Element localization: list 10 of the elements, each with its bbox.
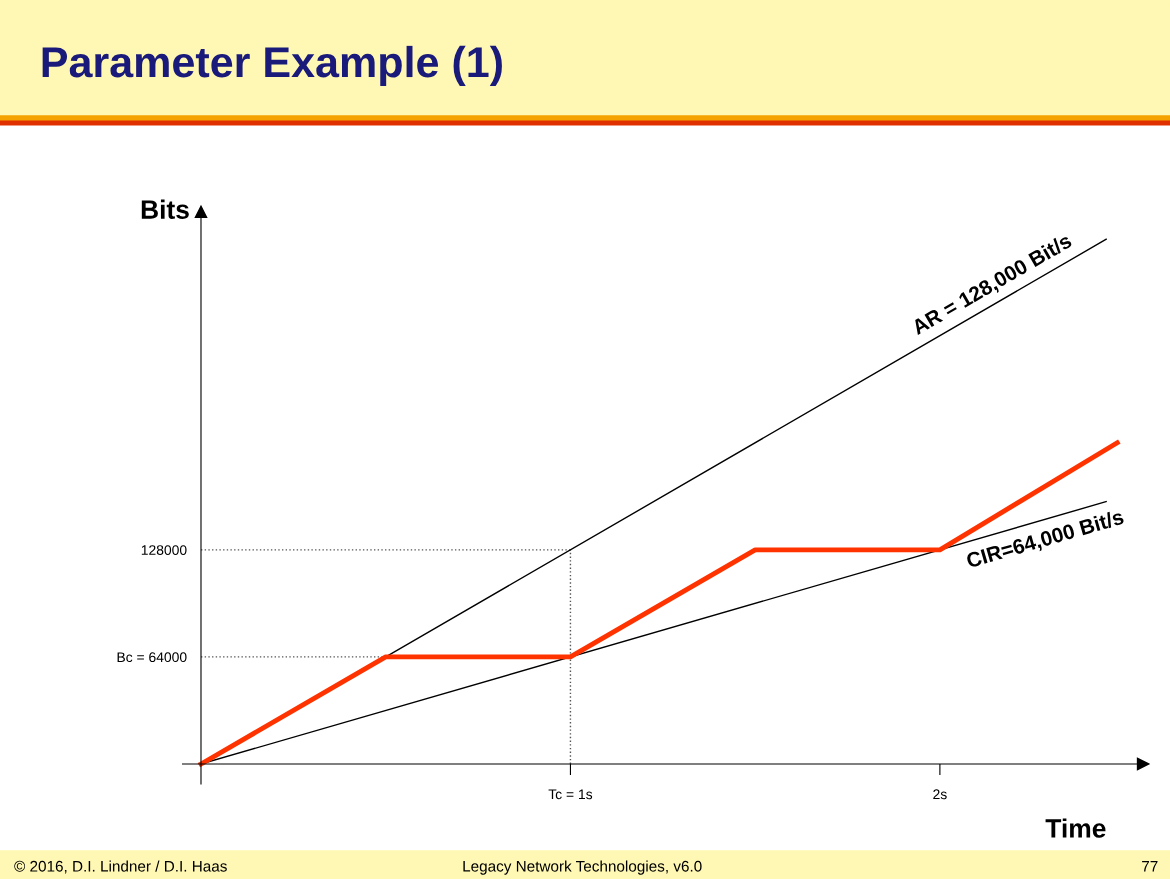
y-axis-title: Bits [141,199,189,219]
x-axis-title: Time [1045,818,1106,838]
text: Legacy Network Technologies, v6.0 [463,860,702,875]
x-tick-label: 2s [933,789,947,800]
y-tick-label: 128000 [141,545,187,555]
chart-title: Parameter Example (1) [42,45,502,86]
y-tick-label: Bc = 64000 [117,652,187,663]
x-tick-label: Tc = 1s [548,789,593,800]
text: © 2016, D.I. Lindner / D.I. Haas [14,860,227,874]
text: 77 [1142,861,1158,872]
